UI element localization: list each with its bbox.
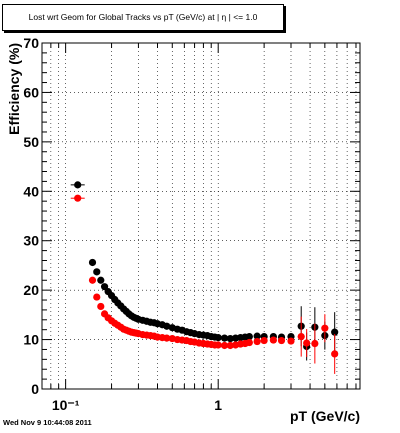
black-series-point [245,333,253,341]
red-series-point [269,336,277,344]
black-series-point [163,322,171,330]
red-series-point [287,337,295,345]
red-series-point [214,341,222,349]
y-tick-label: 60 [23,84,39,100]
chart-title: Lost wrt Geom for Global Tracks vs pT (G… [28,12,258,22]
y-tick-label: 70 [23,35,39,51]
x-tick-labels: 10⁻¹ 1 [52,397,222,413]
x-tick-label: 10⁻¹ [52,397,80,413]
red-series-point [260,336,268,345]
red-series-point [226,341,234,350]
plot-frame [41,42,361,390]
red-series-point [311,339,319,348]
red-series-point [277,336,286,345]
data-points [70,181,339,374]
black-series-point [88,258,97,267]
timestamp: Wed Nov 9 10:44:08 2011 [3,418,92,427]
red-series-point [331,350,339,358]
red-series-point [93,293,101,301]
black-series-point [253,332,261,340]
y-tick-label: 20 [23,282,39,298]
title-box: Lost wrt Geom for Global Tracks vs pT (G… [2,4,284,31]
y-tick-labels: 0 10 20 30 40 50 60 70 [23,35,39,397]
black-series-point [100,283,109,291]
red-series-point [163,334,171,342]
y-tick-label: 0 [31,381,39,397]
black-series-point [93,268,101,276]
red-series-point [88,276,97,284]
red-series-point [321,324,329,332]
red-series-point [303,339,311,347]
red-series-point [220,341,229,350]
red-series-point [253,337,261,346]
y-tick-label: 30 [23,233,39,249]
x-axis-label: pT (GeV/c) [290,408,360,424]
y-tick-label: 50 [23,134,39,150]
y-tick-label: 40 [23,183,39,199]
y-axis-label: Efficiency (%) [6,43,22,135]
x-tick-label: 1 [214,397,222,413]
axis-ticks [41,42,360,390]
red-series-point [297,333,305,341]
black-series-point [214,333,222,342]
black-series-point [97,276,105,284]
red-series-point [245,338,253,347]
red-series-point [74,194,82,202]
black-series-point [74,181,82,189]
black-series-point [331,328,339,336]
red-series-point [97,302,105,311]
black-series-point [220,334,229,342]
y-tick-label: 10 [23,332,39,348]
black-series-point [226,334,234,343]
